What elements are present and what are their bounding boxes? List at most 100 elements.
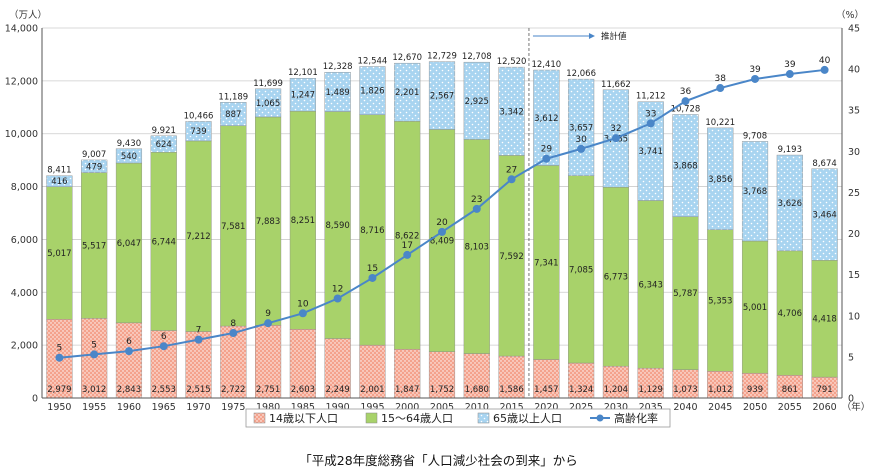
aging-rate-label: 9 [265,309,271,319]
aging-rate-point [159,342,168,351]
aging-rate-point [55,353,64,362]
bar-segment [707,127,734,230]
aging-rate-point [229,329,238,338]
x-tick: 1955 [82,402,106,413]
bar-value-label: 3,868 [673,162,697,172]
y-left-tick: 8,000 [11,182,38,193]
bar-value-label: 1,065 [256,99,280,109]
projection-arrow-head [588,33,595,39]
x-tick: 2060 [813,402,837,413]
aging-rate-label: 32 [610,124,621,134]
y-right-tick: 10 [848,311,860,322]
bar-value-label: 3,657 [569,123,593,133]
bar-value-label: 2,751 [256,385,280,395]
bar-segment [463,353,490,399]
bar-segment [220,102,247,126]
bar-segment [463,61,490,140]
aging-rate-label: 7 [196,326,202,336]
bar-value-label: 2,001 [360,385,384,395]
aging-rate-label: 30 [575,135,587,145]
bar-value-label: 2,843 [117,385,141,395]
x-tick: 1980 [256,402,280,413]
legend-box [245,408,671,428]
bar-value-label: 8,622 [395,231,419,241]
bar-value-label: 1,457 [534,385,558,395]
bar-segment [359,114,386,346]
bar-total-label: 9,921 [152,126,176,136]
aging-rate-label: 27 [506,165,517,175]
bar-value-label: 3,012 [82,385,106,395]
bar-segment [220,325,247,399]
y-right-tick: 0 [848,394,854,405]
bar-value-label: 887 [225,110,241,120]
bar-segment [289,329,316,399]
bar-value-label: 2,925 [465,97,489,107]
x-tick: 1960 [117,402,141,413]
y-right-tick: 35 [848,106,860,117]
bar-value-label: 7,592 [499,252,523,262]
bar-segment [741,141,769,242]
bar-value-label: 6,773 [604,273,628,283]
bar-value-label: 8,251 [291,216,315,226]
aging-rate-point [542,154,551,163]
bar-segment [359,344,386,399]
bar-total-label: 12,670 [392,53,422,63]
bar-segment [289,110,316,330]
bar-segment [741,372,769,399]
aging-rate-point [298,309,307,318]
bar-value-label: 6,744 [152,237,176,247]
aging-rate-point [577,144,586,153]
bar-segment [568,78,595,176]
bar-value-label: 7,085 [569,265,593,275]
legend-label: 65歳以上人口 [493,412,562,425]
aging-rate-label: 33 [645,109,656,119]
bar-value-label: 416 [51,177,67,187]
y-left-tick: 10,000 [5,129,38,140]
bar-total-label: 9,007 [82,150,106,160]
bar-value-label: 1,826 [360,87,384,97]
aging-rate-label: 5 [91,340,97,350]
legend-label: 15～64歳人口 [381,412,453,425]
bar-value-label: 7,212 [186,232,210,242]
legend-swatch [253,412,266,424]
bar-segment [498,66,525,156]
chart-caption: 「平成28年度総務省「人口減少社会の到来」から [299,453,578,468]
bar-value-label: 2,567 [430,92,454,102]
aging-rate-point [751,74,760,83]
bar-value-label: 7,883 [256,217,280,227]
y-right-tick: 15 [848,270,860,281]
aging-rate-point [403,250,412,259]
bar-value-label: 2,553 [152,385,176,395]
aging-rate-point [472,204,481,213]
bar-segment [811,168,838,261]
bar-value-label: 479 [86,162,102,172]
bar-value-label: 1,586 [499,385,523,395]
bar-value-label: 2,515 [186,385,210,395]
y-right-unit: （%） [836,9,864,21]
aging-rate-label: 12 [332,285,343,295]
x-tick: 2050 [743,402,767,413]
bar-value-label: 1,073 [673,385,697,395]
legend-swatch [477,412,490,424]
legend-label: 14歳以下人口 [269,412,338,425]
bar-segment [428,61,456,130]
bar-value-label: 7,581 [221,222,245,232]
bar-segment [115,162,143,324]
bar-total-label: 11,212 [636,92,666,102]
bar-total-label: 12,328 [323,62,353,72]
aging-rate-point [681,97,690,106]
bar-value-label: 939 [747,385,763,395]
bar-segment [359,66,386,115]
bar-value-label: 1,204 [604,385,628,395]
bar-segment [498,155,525,357]
x-tick: 2035 [639,402,663,413]
bar-total-label: 12,708 [462,52,492,62]
bar-segment [707,229,734,372]
bar-value-label: 2,722 [221,385,245,395]
y-left-tick: 6,000 [11,235,38,246]
aging-rate-label: 6 [126,337,132,347]
bar-value-label: 540 [121,152,137,162]
bar-segment [637,200,664,369]
bar-value-label: 4,418 [812,315,836,325]
